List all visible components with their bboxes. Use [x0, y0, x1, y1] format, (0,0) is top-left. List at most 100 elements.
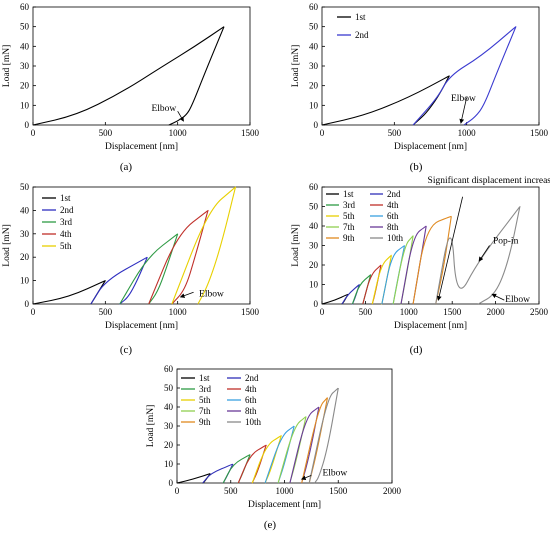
x-tick-label: 500	[224, 486, 238, 496]
x-tick-label: 1500	[241, 307, 260, 317]
y-axis-label: Load [mN]	[2, 224, 12, 266]
y-tick-label: 30	[20, 229, 30, 239]
legend-label: 6th	[387, 211, 399, 221]
loading-curve-1st	[321, 293, 349, 305]
annotation-arrow	[436, 196, 464, 301]
x-tick-label: 1500	[530, 128, 549, 138]
x-tick-label: 500	[388, 128, 402, 138]
y-tick-label: 10	[20, 276, 30, 286]
loading-curve-2nd	[341, 283, 360, 305]
legend-label: 2nd	[355, 30, 369, 40]
x-tick-label: 2000	[487, 307, 506, 317]
loading-curve-8th	[289, 406, 320, 484]
legend-label: 6th	[245, 395, 257, 405]
y-tick-label: 40	[309, 221, 319, 231]
y-axis-label: Load [mN]	[291, 45, 301, 87]
panel-c: 0 500 1000 1500 0 10 20 30 40 50 Displacement [nm]…	[2, 182, 260, 331]
loading-curve-6th	[381, 244, 405, 305]
legend-label: 2nd	[387, 189, 401, 199]
x-axis-label: Displacement [nm]	[105, 142, 178, 152]
panel-label: (d)	[410, 344, 423, 356]
y-tick-label: 10	[309, 280, 319, 290]
legend-label: 8th	[387, 222, 399, 232]
y-tick-label: 0	[25, 299, 30, 309]
loading-curve-1st	[321, 75, 450, 126]
y-tick-label: 40	[164, 402, 174, 412]
legend-label: 1st	[60, 193, 71, 203]
panel-label: (e)	[264, 519, 277, 531]
legend-label: 7th	[199, 406, 211, 416]
annotation-text: Elbow	[505, 295, 530, 305]
x-tick-label: 0	[175, 486, 180, 496]
y-tick-label: 20	[164, 440, 174, 450]
x-tick-label: 2500	[530, 307, 549, 317]
legend-label: 5th	[60, 241, 72, 251]
panel-label: (c)	[120, 344, 133, 356]
legend-label: 4th	[387, 200, 399, 210]
loading-curve-2nd	[90, 256, 148, 305]
y-tick-label: 0	[314, 120, 319, 130]
loading-curve-1st	[176, 472, 211, 484]
y-tick-label: 40	[20, 41, 30, 51]
legend-label: 9th	[199, 417, 211, 427]
x-axis-label: Displacement [nm]	[394, 142, 467, 152]
loading-curve-4th	[237, 444, 267, 484]
legend-label: 10th	[387, 233, 404, 243]
unloading-curve-5th	[197, 186, 237, 305]
x-tick-label: 1500	[241, 128, 260, 138]
legend-label: 5th	[199, 395, 211, 405]
y-tick-label: 50	[164, 383, 174, 393]
y-axis-label: Load [mN]	[146, 405, 156, 447]
x-tick-label: 1000	[458, 128, 477, 138]
unloading-curve-10th	[477, 206, 521, 305]
x-tick-label: 500	[99, 128, 113, 138]
x-tick-label: 1000	[400, 307, 419, 317]
annotation-arrow	[478, 245, 490, 262]
legend-label: 1st	[199, 373, 210, 383]
legend-label: 1st	[355, 12, 366, 22]
x-tick-label: 1000	[169, 307, 188, 317]
panel-b: 0 500 1000 1500 0 10 20 30 40 50 60 Displacement [n…	[291, 2, 549, 152]
legend-label: 5th	[343, 211, 355, 221]
annotation-arrow	[177, 111, 184, 122]
legend-label: 9th	[343, 233, 355, 243]
annotation-text: Elbow	[451, 94, 476, 104]
x-tick-label: 0	[320, 128, 325, 138]
loading-curve-1st	[32, 280, 106, 305]
y-tick-label: 60	[164, 364, 174, 374]
legend: 1st 2nd 3rd 4th 5th 6th 7th 8th 9th 10th	[326, 189, 404, 243]
loading-curve-10th	[308, 387, 339, 484]
panel-label: (b)	[410, 161, 423, 173]
unloading-curve-10th	[314, 387, 339, 484]
y-tick-label: 20	[20, 81, 30, 91]
y-tick-label: 20	[309, 81, 319, 91]
panel-label: (a)	[120, 161, 133, 173]
legend-label: 2nd	[60, 205, 74, 215]
x-tick-label: 500	[359, 307, 373, 317]
loading-curve-3rd	[222, 453, 251, 484]
legend-label: 8th	[245, 406, 257, 416]
y-tick-label: 50	[309, 202, 319, 212]
panel-e: 0 500 1000 1500 2000 0 10 20 30 40 50 60 Displacemen…	[146, 364, 402, 510]
legend-label: 3rd	[343, 200, 355, 210]
loading-curve-7th	[392, 235, 414, 305]
x-tick-label: 0	[31, 307, 36, 317]
x-tick-label: 1000	[169, 128, 188, 138]
y-axis-label: Load [mN]	[291, 224, 301, 266]
y-tick-label: 20	[309, 260, 319, 270]
panel-d: 0 500 1000 1500 2000 2500 0 10 20 30 40 50 60 Displac…	[291, 175, 550, 331]
y-tick-label: 30	[164, 421, 174, 431]
legend-label: 1st	[343, 189, 354, 199]
y-tick-label: 10	[309, 100, 319, 110]
y-tick-label: 30	[309, 61, 319, 71]
annotation-arrow	[459, 97, 468, 124]
loading-curve-2nd	[412, 26, 517, 126]
loading-curve-8th	[400, 225, 427, 305]
annotation-arrow	[300, 475, 312, 480]
annotation-arrow	[491, 293, 505, 301]
y-tick-label: 30	[309, 241, 319, 251]
annotation-text: Elbow	[322, 468, 347, 478]
y-tick-label: 0	[25, 120, 30, 130]
y-tick-label: 50	[309, 22, 319, 32]
legend-label: 2nd	[245, 373, 259, 383]
